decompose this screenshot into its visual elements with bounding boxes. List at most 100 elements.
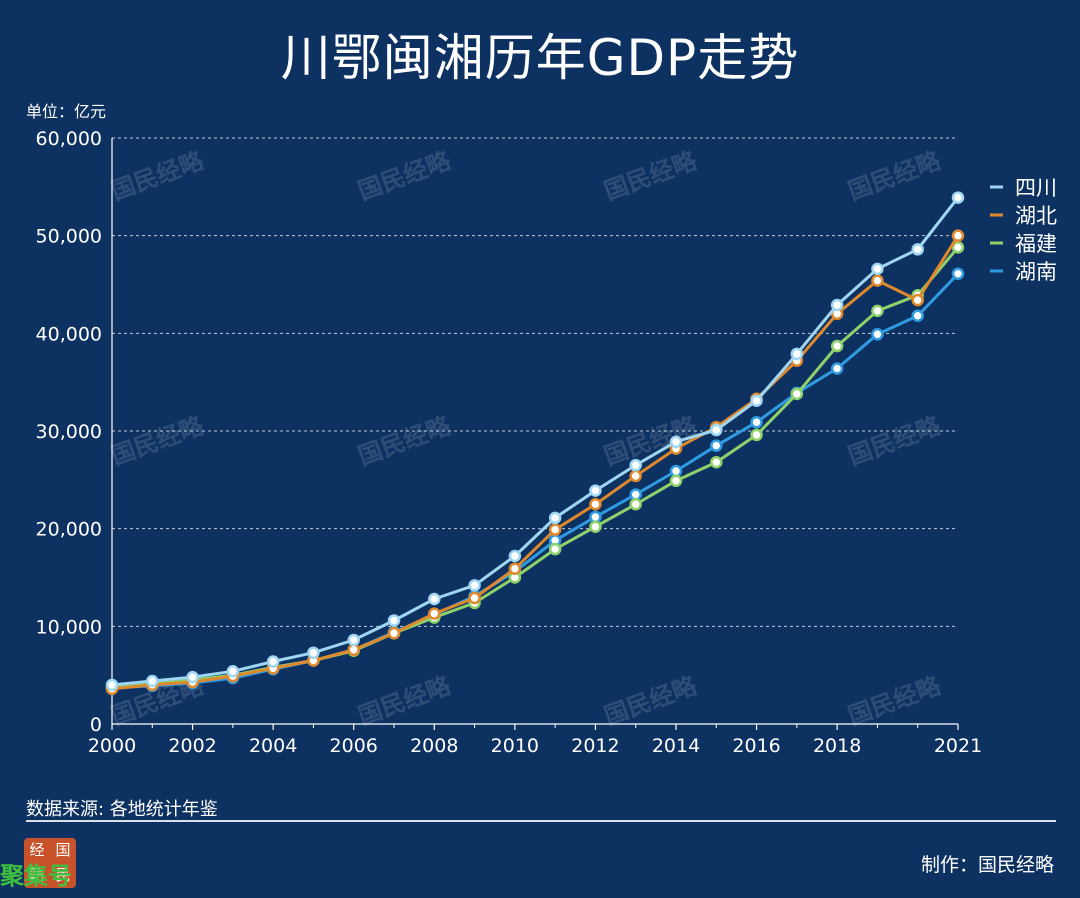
data-point — [951, 241, 965, 254]
corner-watermark: 聚集号 — [0, 862, 72, 890]
grid-layer — [112, 137, 958, 627]
y-tick-label: 30,000 — [36, 421, 102, 443]
watermark-text: 国民经略 — [354, 145, 455, 205]
data-point — [468, 579, 481, 592]
data-point — [830, 298, 844, 312]
logo-char: 国 — [55, 841, 71, 859]
chart-title: 川鄂闽湘历年GDP走势 — [280, 29, 800, 87]
data-point — [629, 469, 642, 483]
x-tick-label: 2012 — [571, 735, 619, 757]
watermark-text: 国民经略 — [844, 410, 945, 470]
data-point — [589, 510, 602, 524]
footer-divider — [26, 820, 1056, 822]
data-point — [871, 304, 884, 318]
x-tick-label: 2010 — [491, 735, 539, 757]
watermark-text: 国民经略 — [354, 670, 455, 730]
data-point — [266, 655, 280, 668]
data-point — [387, 626, 401, 640]
data-point — [669, 474, 683, 488]
watermark-text: 国民经略 — [844, 670, 945, 730]
data-point — [629, 488, 642, 501]
data-point — [871, 262, 884, 276]
data-point — [508, 549, 522, 563]
data-point — [629, 458, 642, 472]
y-tick-label: 50,000 — [36, 226, 102, 248]
axes-layer: 0 10,000 20,000 30,000 40,000 50,000 60,000 200… — [36, 128, 983, 757]
watermark-text: 国民经略 — [354, 410, 455, 470]
data-point — [669, 435, 683, 448]
data-point — [911, 309, 924, 323]
y-tick-label: 60,000 — [36, 128, 102, 150]
data-point — [226, 665, 240, 678]
data-point — [347, 643, 360, 657]
x-tick-label: 2014 — [652, 735, 700, 757]
data-point — [790, 347, 804, 361]
data-point — [428, 592, 441, 606]
x-tick-label: 2006 — [330, 735, 378, 757]
data-point — [548, 511, 562, 525]
y-tick-label: 40,000 — [36, 323, 102, 345]
legend-label: 四川 — [1015, 176, 1057, 200]
data-point — [951, 229, 965, 242]
logo-char: 民 — [55, 866, 71, 884]
y-tick-label: 10,000 — [36, 616, 102, 638]
series-line-湖南 — [111, 272, 960, 690]
data-point — [750, 415, 763, 429]
data-point — [830, 362, 844, 375]
watermark-text: 国民经略 — [107, 145, 208, 205]
data-point — [589, 520, 602, 533]
data-point — [871, 274, 884, 287]
data-point — [750, 428, 763, 442]
data-point — [951, 191, 965, 204]
data-point — [951, 267, 965, 281]
data-point — [830, 339, 844, 353]
y-tick-label: 20,000 — [36, 519, 102, 541]
series-line-湖北 — [111, 234, 960, 691]
data-point — [669, 464, 683, 478]
legend-label: 福建 — [1015, 232, 1057, 256]
data-point — [307, 646, 320, 659]
data-point — [629, 498, 642, 511]
watermark-text: 国民经略 — [600, 410, 701, 470]
logo-stamp: 经 国 略 民 — [24, 838, 76, 888]
data-point — [871, 328, 884, 341]
x-tick-label: 2021 — [934, 735, 982, 757]
data-point — [548, 523, 562, 536]
legend-label: 湖北 — [1015, 204, 1057, 228]
watermark-text: 国民经略 — [107, 410, 208, 470]
logo-char: 经 — [29, 841, 45, 859]
x-tick-label: 2000 — [88, 735, 136, 757]
x-tick-label: 2016 — [732, 735, 780, 757]
maker-label: 制作：国民经略 — [920, 854, 1054, 876]
data-point — [710, 439, 723, 452]
data-point — [186, 670, 199, 684]
data-point — [146, 674, 159, 688]
data-point — [750, 394, 763, 407]
data-point — [548, 542, 562, 556]
x-tick-label: 2008 — [410, 735, 458, 757]
series-line-四川 — [111, 196, 960, 687]
unit-label: 单位：亿元 — [26, 102, 107, 121]
data-point — [468, 591, 481, 605]
data-point — [790, 387, 804, 401]
legend-label: 湖南 — [1015, 260, 1057, 284]
data-point — [911, 243, 924, 256]
data-point — [589, 498, 602, 511]
watermark-text: 国民经略 — [844, 145, 945, 205]
data-point — [589, 484, 602, 497]
watermark-text: 国民经略 — [600, 670, 701, 730]
y-tick-label: 0 — [90, 714, 102, 736]
series-layer — [105, 191, 965, 696]
data-point — [710, 423, 723, 437]
data-point — [105, 678, 119, 692]
watermark-text: 国民经略 — [600, 145, 701, 205]
logo-char: 略 — [29, 866, 45, 884]
x-tick-label: 2002 — [168, 735, 216, 757]
data-point — [428, 607, 441, 620]
data-point — [911, 293, 924, 307]
x-tick-label: 2018 — [813, 735, 861, 757]
data-point — [387, 614, 401, 627]
